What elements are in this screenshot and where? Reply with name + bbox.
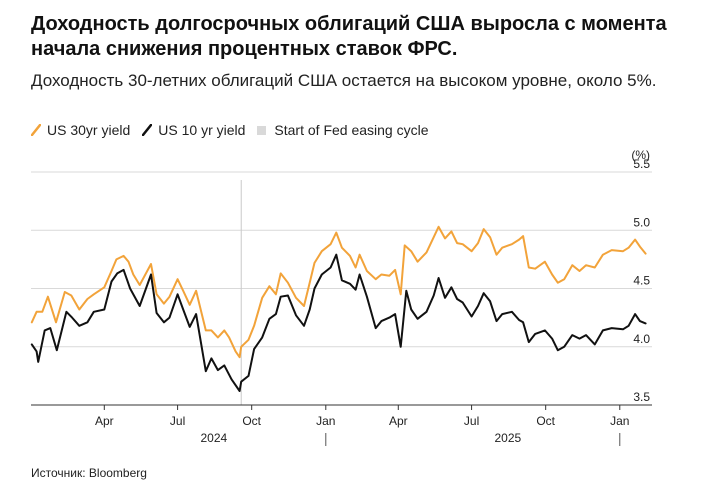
- x-tick-label: Apr: [95, 414, 114, 428]
- chart-subtitle: Доходность 30-летних облигаций США остае…: [31, 71, 657, 90]
- y-tick-label: 4.5: [633, 274, 650, 288]
- x-tick-label: Jan: [316, 414, 335, 428]
- y-tick-label: 5.0: [633, 215, 650, 229]
- year-label: 2025: [494, 431, 521, 445]
- legend-item-10yr: US 10 yr yield: [142, 122, 245, 138]
- square-swatch-icon: [257, 125, 267, 135]
- series-line-s10: [30, 253, 647, 392]
- y-unit-label: (%): [631, 148, 650, 162]
- x-tick-label: Oct: [536, 414, 555, 428]
- x-tick-label: Jul: [464, 414, 479, 428]
- x-tick-label: Apr: [389, 414, 408, 428]
- x-tick-label: Oct: [242, 414, 261, 428]
- legend-item-30yr: US 30yr yield: [31, 122, 130, 138]
- y-tick-label: 4.0: [633, 332, 650, 346]
- y-tick-label: 5.5: [633, 157, 650, 171]
- source-note: Источник: Bloomberg: [31, 466, 147, 480]
- legend-label-10yr: US 10 yr yield: [158, 122, 246, 138]
- series-line-s30: [30, 225, 647, 359]
- legend-item-fed-easing: Start of Fed easing cycle: [257, 122, 429, 138]
- legend: US 30yr yield US 10 yr yield Start of Fe…: [31, 121, 441, 139]
- legend-label-fed-easing: Start of Fed easing cycle: [274, 122, 429, 138]
- chart-title: Доходность долгосрочных облигаций США вы…: [31, 13, 667, 60]
- line-swatch-icon: [31, 124, 41, 136]
- line-swatch-icon: [142, 124, 153, 136]
- x-tick-label: Jul: [170, 414, 185, 428]
- x-tick-label: Jan: [610, 414, 629, 428]
- legend-label-30yr: US 30yr yield: [47, 122, 131, 138]
- y-tick-label: 3.5: [633, 390, 650, 404]
- year-label: 2024: [200, 431, 227, 445]
